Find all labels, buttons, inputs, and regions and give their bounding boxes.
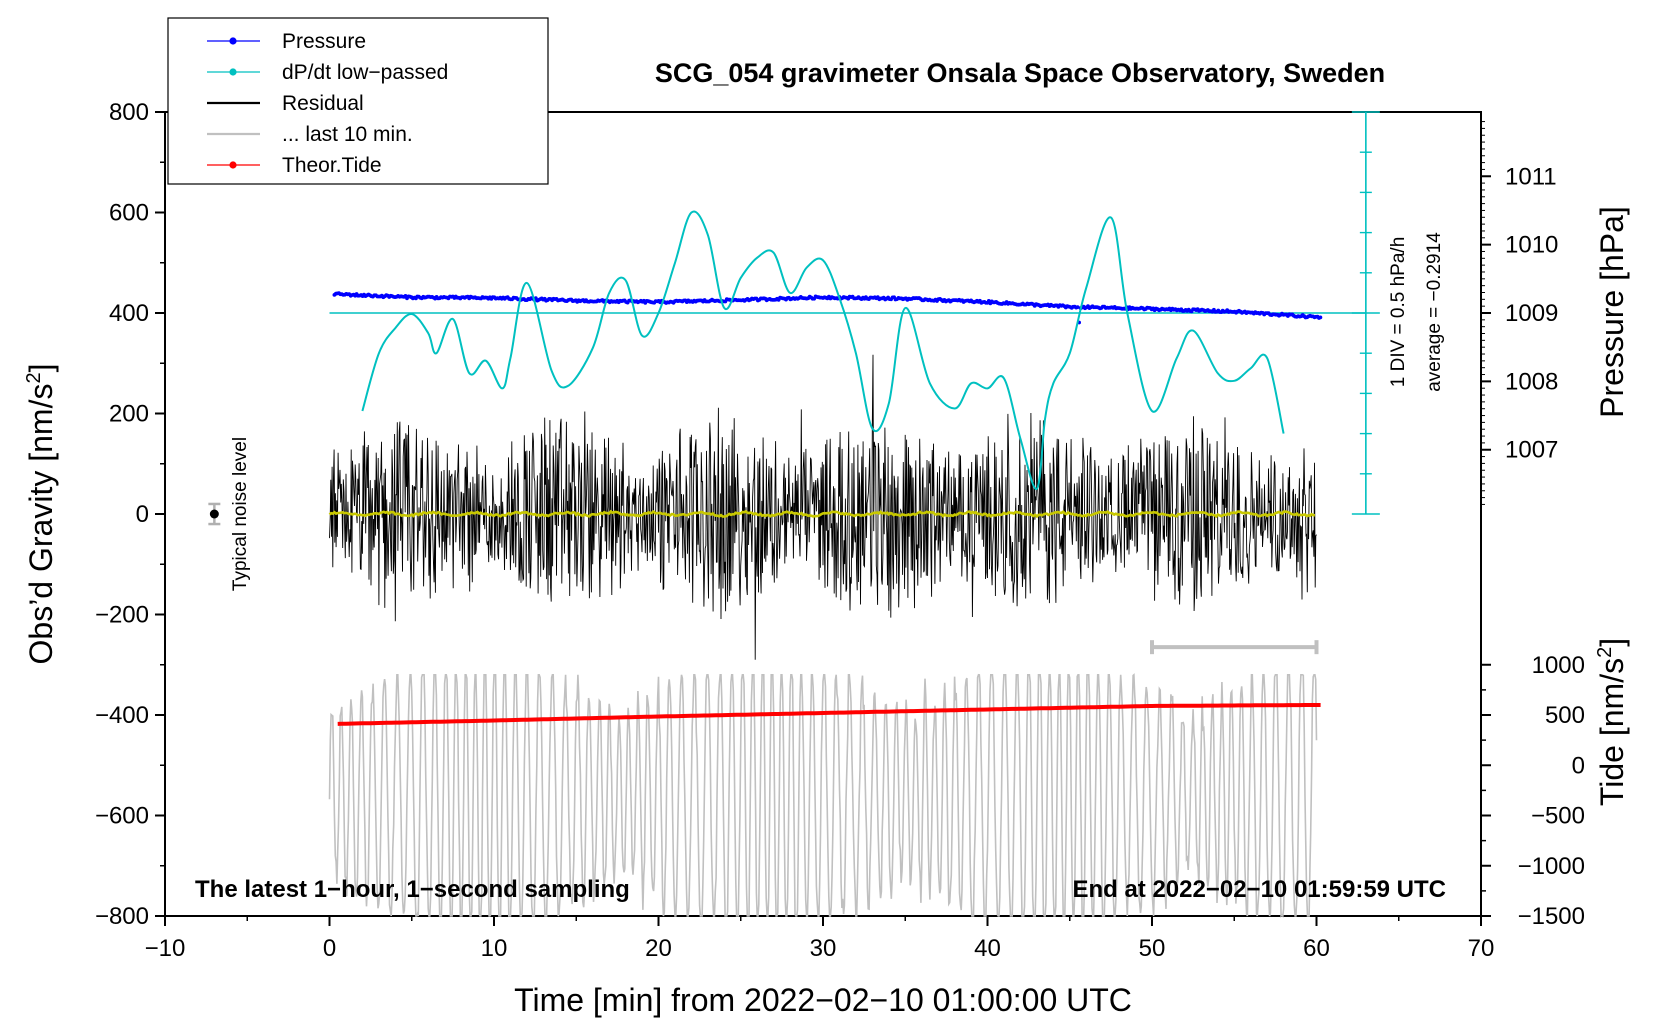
legend-dot — [229, 68, 237, 76]
y-axis-label-tide-main: Tide [nm/s — [1594, 658, 1630, 806]
pressure-tick-label: 1011 — [1505, 163, 1557, 190]
residual-trace — [329, 354, 1317, 660]
x-tick-label: 30 — [810, 935, 837, 962]
note-end-time: End at 2022−02−10 01:59:59 UTC — [1072, 876, 1446, 903]
y-tick-label: 600 — [109, 200, 149, 227]
legend-dot — [229, 161, 237, 169]
x-tick-label: 70 — [1468, 935, 1495, 962]
y-axis-label-gravity-sup: 2 — [23, 372, 45, 383]
x-axis-label: Time [min] from 2022−02−10 01:00:00 UTC — [514, 982, 1132, 1018]
x-tick-label: 50 — [1139, 935, 1166, 962]
legend-label-dpdt: dP/dt low−passed — [282, 61, 448, 84]
tide-tick-label: 0 — [1572, 752, 1585, 779]
tide-tick-label: 1000 — [1532, 652, 1585, 679]
y-tick-label: 400 — [109, 300, 149, 327]
y-tick-label: 800 — [109, 99, 149, 126]
tide-line — [337, 703, 1321, 726]
y-tick-label: −800 — [95, 903, 149, 930]
x-tick-label: 20 — [645, 935, 672, 962]
x-tick-label: 10 — [481, 935, 508, 962]
pressure-point — [1318, 315, 1323, 320]
series-layer — [208, 111, 1380, 919]
y-axis-label-tide-sup: 2 — [1594, 647, 1616, 658]
y-tick-label: −400 — [95, 702, 149, 729]
note-sampling: The latest 1−hour, 1−second sampling — [195, 876, 630, 903]
dpdt-lowpassed-line — [361, 210, 1285, 490]
dpdt-average-label: average = −0.2914 — [1424, 232, 1445, 392]
residual-lowpass-trace — [328, 509, 1316, 519]
noise-point — [209, 509, 219, 519]
chart-title: SCG_054 gravimeter Onsala Space Observat… — [655, 58, 1385, 88]
x-tick-label: 40 — [974, 935, 1001, 962]
y-axis-label-gravity-close: ] — [23, 364, 59, 373]
y-tick-label: 0 — [136, 501, 149, 528]
tide-tick-label: −1500 — [1518, 903, 1585, 930]
y-axis-label-gravity: Obs’d Gravity [nm/s2] — [23, 364, 59, 665]
legend-marks — [207, 37, 260, 169]
legend-box — [167, 17, 549, 185]
x-tick-label: 60 — [1303, 935, 1330, 962]
x-tick-label: 0 — [323, 935, 336, 962]
y-tick-label: −200 — [95, 602, 149, 629]
legend-label-residual: Residual — [282, 92, 364, 115]
tide-tick-label: 500 — [1545, 702, 1585, 729]
last10-trace — [328, 673, 1318, 919]
y-axis-label-gravity-main: Obs’d Gravity [nm/s — [23, 384, 59, 665]
legend: Pressure dP/dt low−passed Residual ... l… — [167, 17, 549, 185]
pressure-point — [1075, 305, 1080, 309]
dpdt-scale-label: 1 DIV = 0.5 hPa/h — [1388, 237, 1409, 388]
y-tick-label: −600 — [95, 803, 149, 830]
axes-ticks-layer: −10 0 10 20 30 40 50 60 70 800 600 400 200 0 −200 −400 −… — [95, 99, 1585, 962]
legend-label-tide: Theor.Tide — [282, 154, 382, 177]
tide-tick-label: −500 — [1531, 803, 1585, 830]
tide-tick-label: −1000 — [1518, 853, 1585, 880]
pressure-tick-label: 1010 — [1505, 232, 1558, 259]
noise-level-label: Typical noise level — [230, 437, 251, 591]
legend-label-last10: ... last 10 min. — [282, 123, 413, 146]
legend-label-pressure: Pressure — [282, 30, 366, 53]
pressure-tick-label: 1007 — [1505, 437, 1558, 464]
y-axis-label-tide: Tide [nm/s2] — [1594, 638, 1630, 806]
pressure-tick-label: 1009 — [1505, 300, 1558, 327]
legend-dot — [229, 37, 237, 45]
y-tick-label: 200 — [109, 401, 149, 428]
pressure-tick-label: 1008 — [1505, 368, 1558, 395]
y-axis-label-tide-close: ] — [1594, 638, 1630, 647]
x-tick-label: −10 — [145, 935, 186, 962]
y-axis-label-pressure: Pressure [hPa] — [1594, 206, 1630, 418]
